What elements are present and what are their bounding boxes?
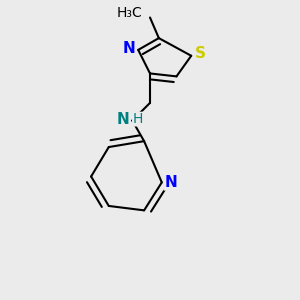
Text: S: S [195,46,206,61]
Text: N: N [117,112,129,127]
Text: N: N [164,175,177,190]
Text: N: N [123,41,136,56]
Text: H: H [132,112,143,126]
Text: H₃C: H₃C [117,6,142,20]
